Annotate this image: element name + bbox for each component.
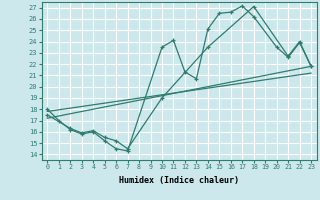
- X-axis label: Humidex (Indice chaleur): Humidex (Indice chaleur): [119, 176, 239, 185]
